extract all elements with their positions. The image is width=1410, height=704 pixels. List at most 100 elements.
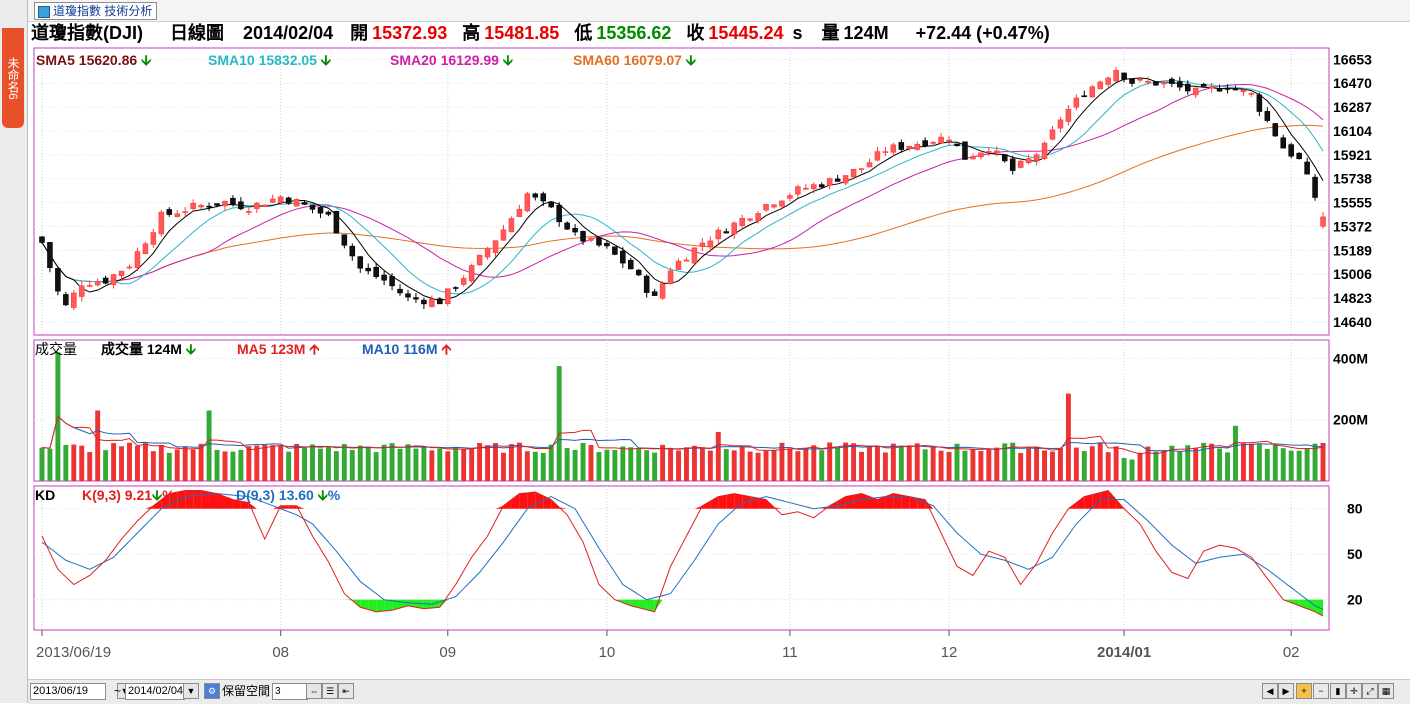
candle[interactable] [214,203,220,206]
volume-bar[interactable] [691,445,697,481]
candle[interactable] [1248,93,1255,95]
candle[interactable] [285,197,292,204]
candle[interactable] [787,195,793,199]
volume-bar[interactable] [1296,450,1302,481]
candle[interactable] [468,265,475,282]
candle[interactable] [357,256,364,269]
candle[interactable] [1097,81,1103,90]
volume-bar[interactable] [882,452,888,481]
volume-bar[interactable] [325,447,331,481]
candle[interactable] [707,240,714,248]
candle[interactable] [628,259,634,270]
volume-bar[interactable] [779,442,785,481]
candle[interactable] [102,277,109,284]
volume-bar[interactable] [262,444,268,481]
volume-panel[interactable] [39,352,1326,481]
candle[interactable] [429,298,435,307]
volume-bar[interactable] [445,451,451,481]
volume-bar[interactable] [79,445,85,481]
volume-bar[interactable] [127,442,132,481]
candle[interactable] [405,293,411,298]
volume-bar[interactable] [636,447,642,481]
candle[interactable] [309,204,316,210]
candle[interactable] [858,168,865,170]
candle[interactable] [86,285,93,287]
volume-bar[interactable] [174,449,180,481]
candle[interactable] [818,184,825,188]
volume-bar[interactable] [755,452,761,481]
candle[interactable] [246,211,252,213]
volume-bar[interactable] [1121,458,1127,481]
candle[interactable] [1256,94,1263,112]
candle[interactable] [564,222,570,230]
candle[interactable] [1280,137,1287,149]
volume-bar[interactable] [302,447,308,481]
volume-bar[interactable] [1026,448,1032,481]
candle[interactable] [771,204,777,208]
grid-icon[interactable]: ▦ [1378,683,1394,699]
candle[interactable] [906,145,913,149]
volume-bar[interactable] [1225,452,1231,481]
volume-bar[interactable] [1161,450,1167,481]
volume-bar[interactable] [1081,451,1087,481]
candle[interactable] [452,287,459,289]
candle[interactable] [675,260,682,270]
candle[interactable] [230,197,236,205]
volume-bar[interactable] [994,447,1000,481]
candle[interactable] [930,142,936,144]
candle[interactable] [1137,78,1143,81]
volume-bar[interactable] [1065,393,1071,481]
volume-bar[interactable] [763,450,769,481]
volume-bar[interactable] [39,447,45,481]
candle[interactable] [397,288,403,294]
volume-bar[interactable] [1018,453,1024,481]
volume-bar[interactable] [381,444,387,481]
candle[interactable] [898,142,905,150]
candle[interactable] [755,213,761,221]
candle[interactable] [723,231,730,234]
candle[interactable] [588,237,594,241]
crosshair-icon[interactable]: ✛ [1346,683,1362,699]
candle[interactable] [118,270,125,277]
candle[interactable] [198,205,204,208]
volume-bar[interactable] [190,449,196,481]
volume-bar[interactable] [158,445,164,481]
candle[interactable] [1216,88,1223,92]
candle[interactable] [731,222,737,235]
volume-bar[interactable] [548,444,554,481]
volume-bar[interactable] [874,445,880,481]
candle[interactable] [1296,152,1302,160]
volume-bar[interactable] [278,445,284,481]
candle[interactable] [1025,158,1032,164]
candle[interactable] [341,234,348,246]
workspace-side-tab[interactable]: 未命名6 [2,28,24,128]
volume-bar[interactable] [787,448,793,481]
volume-bar[interactable] [954,443,960,481]
volume-bar[interactable] [906,445,912,481]
volume-bar[interactable] [962,450,968,481]
volume-bar[interactable] [254,445,260,481]
end-date-dropdown-icon[interactable]: ▼ [183,683,199,699]
volume-bar[interactable] [397,448,403,481]
candle[interactable] [1264,111,1271,121]
candle[interactable] [516,208,523,217]
volume-bar[interactable] [731,450,737,481]
volume-bar[interactable] [898,445,904,481]
volume-bar[interactable] [1002,443,1008,481]
candle[interactable] [349,245,356,257]
candle[interactable] [222,200,228,207]
volume-bar[interactable] [1097,443,1103,481]
candle[interactable] [1049,129,1056,140]
candle[interactable] [1177,81,1183,88]
volume-bar[interactable] [437,448,443,481]
candle[interactable] [373,266,379,277]
volume-bar[interactable] [628,447,634,481]
volume-bar[interactable] [676,450,681,481]
end-date-field[interactable]: 2014/02/04 [125,683,185,700]
candle[interactable] [1240,89,1247,93]
candle[interactable] [1312,176,1318,198]
candle[interactable] [850,168,857,178]
volume-bar[interactable] [357,445,363,481]
volume-bar[interactable] [246,446,252,481]
volume-bar[interactable] [405,444,411,481]
